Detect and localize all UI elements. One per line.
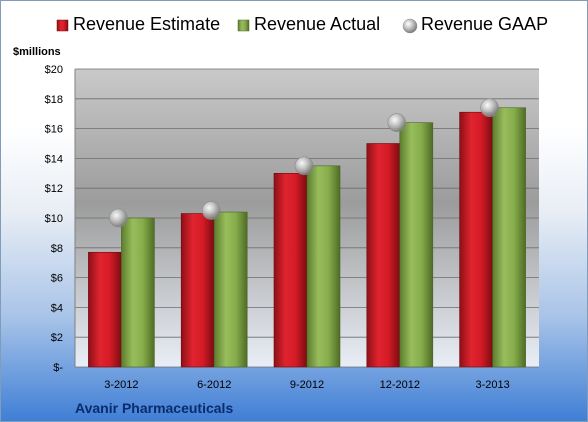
gaap-marker	[294, 156, 314, 176]
x-tick-label: 9-2012	[290, 379, 324, 391]
y-tick-label: $14	[45, 153, 63, 165]
legend-label-estimate: Revenue Estimate	[73, 14, 220, 34]
legend-swatch-actual	[237, 19, 250, 32]
x-tick-label: 6-2012	[197, 379, 231, 391]
y-tick-label: $6	[51, 273, 63, 285]
y-tick-label: $16	[45, 124, 63, 136]
legend-label-gaap: Revenue GAAP	[421, 14, 548, 34]
y-tick-label: $2	[51, 332, 63, 344]
legend-swatch-gaap	[402, 18, 418, 34]
bar-revenue-estimate	[366, 143, 401, 368]
x-tick-label: 12-2012	[380, 379, 420, 391]
bar-revenue-estimate	[459, 111, 493, 368]
gaap-markers	[109, 98, 499, 228]
bar-revenue-actual	[306, 165, 341, 368]
y-axis-ticks: $- $2 $4 $6 $8 $10 $12 $14 $16 $18 $20	[45, 64, 64, 374]
bar-revenue-estimate	[180, 213, 215, 368]
legend-label-actual: Revenue Actual	[254, 14, 380, 34]
y-tick-label: $-	[53, 362, 63, 374]
y-tick-label: $8	[51, 243, 63, 255]
x-tick-label: 3-2012	[104, 379, 138, 391]
x-axis-ticks: 3-2012 6-2012 9-2012 12-2012 3-2013	[104, 379, 509, 391]
y-tick-label: $12	[45, 183, 63, 195]
y-tick-label: $4	[51, 302, 63, 314]
bar-revenue-estimate	[88, 251, 122, 368]
bars	[88, 107, 526, 368]
y-axis-unit-label: $millions	[13, 46, 61, 58]
x-tick-label: 3-2013	[475, 379, 509, 391]
bar-revenue-estimate	[273, 173, 308, 368]
legend-swatch-estimate	[56, 19, 69, 32]
gaap-marker	[387, 113, 407, 132]
y-tick-label: $10	[45, 213, 63, 225]
y-tick-label: $20	[45, 64, 63, 76]
bar-revenue-actual	[399, 122, 434, 368]
bar-revenue-actual	[492, 107, 526, 368]
gaap-marker	[109, 208, 128, 228]
gaap-marker	[201, 201, 221, 220]
gaap-marker	[480, 98, 499, 118]
bar-revenue-actual	[213, 211, 248, 368]
y-tick-label: $18	[45, 94, 63, 106]
bar-revenue-actual	[121, 217, 155, 368]
legend: Revenue Estimate Revenue Actual Revenue …	[56, 14, 548, 34]
company-name: Avanir Pharmaceuticals	[75, 400, 233, 416]
